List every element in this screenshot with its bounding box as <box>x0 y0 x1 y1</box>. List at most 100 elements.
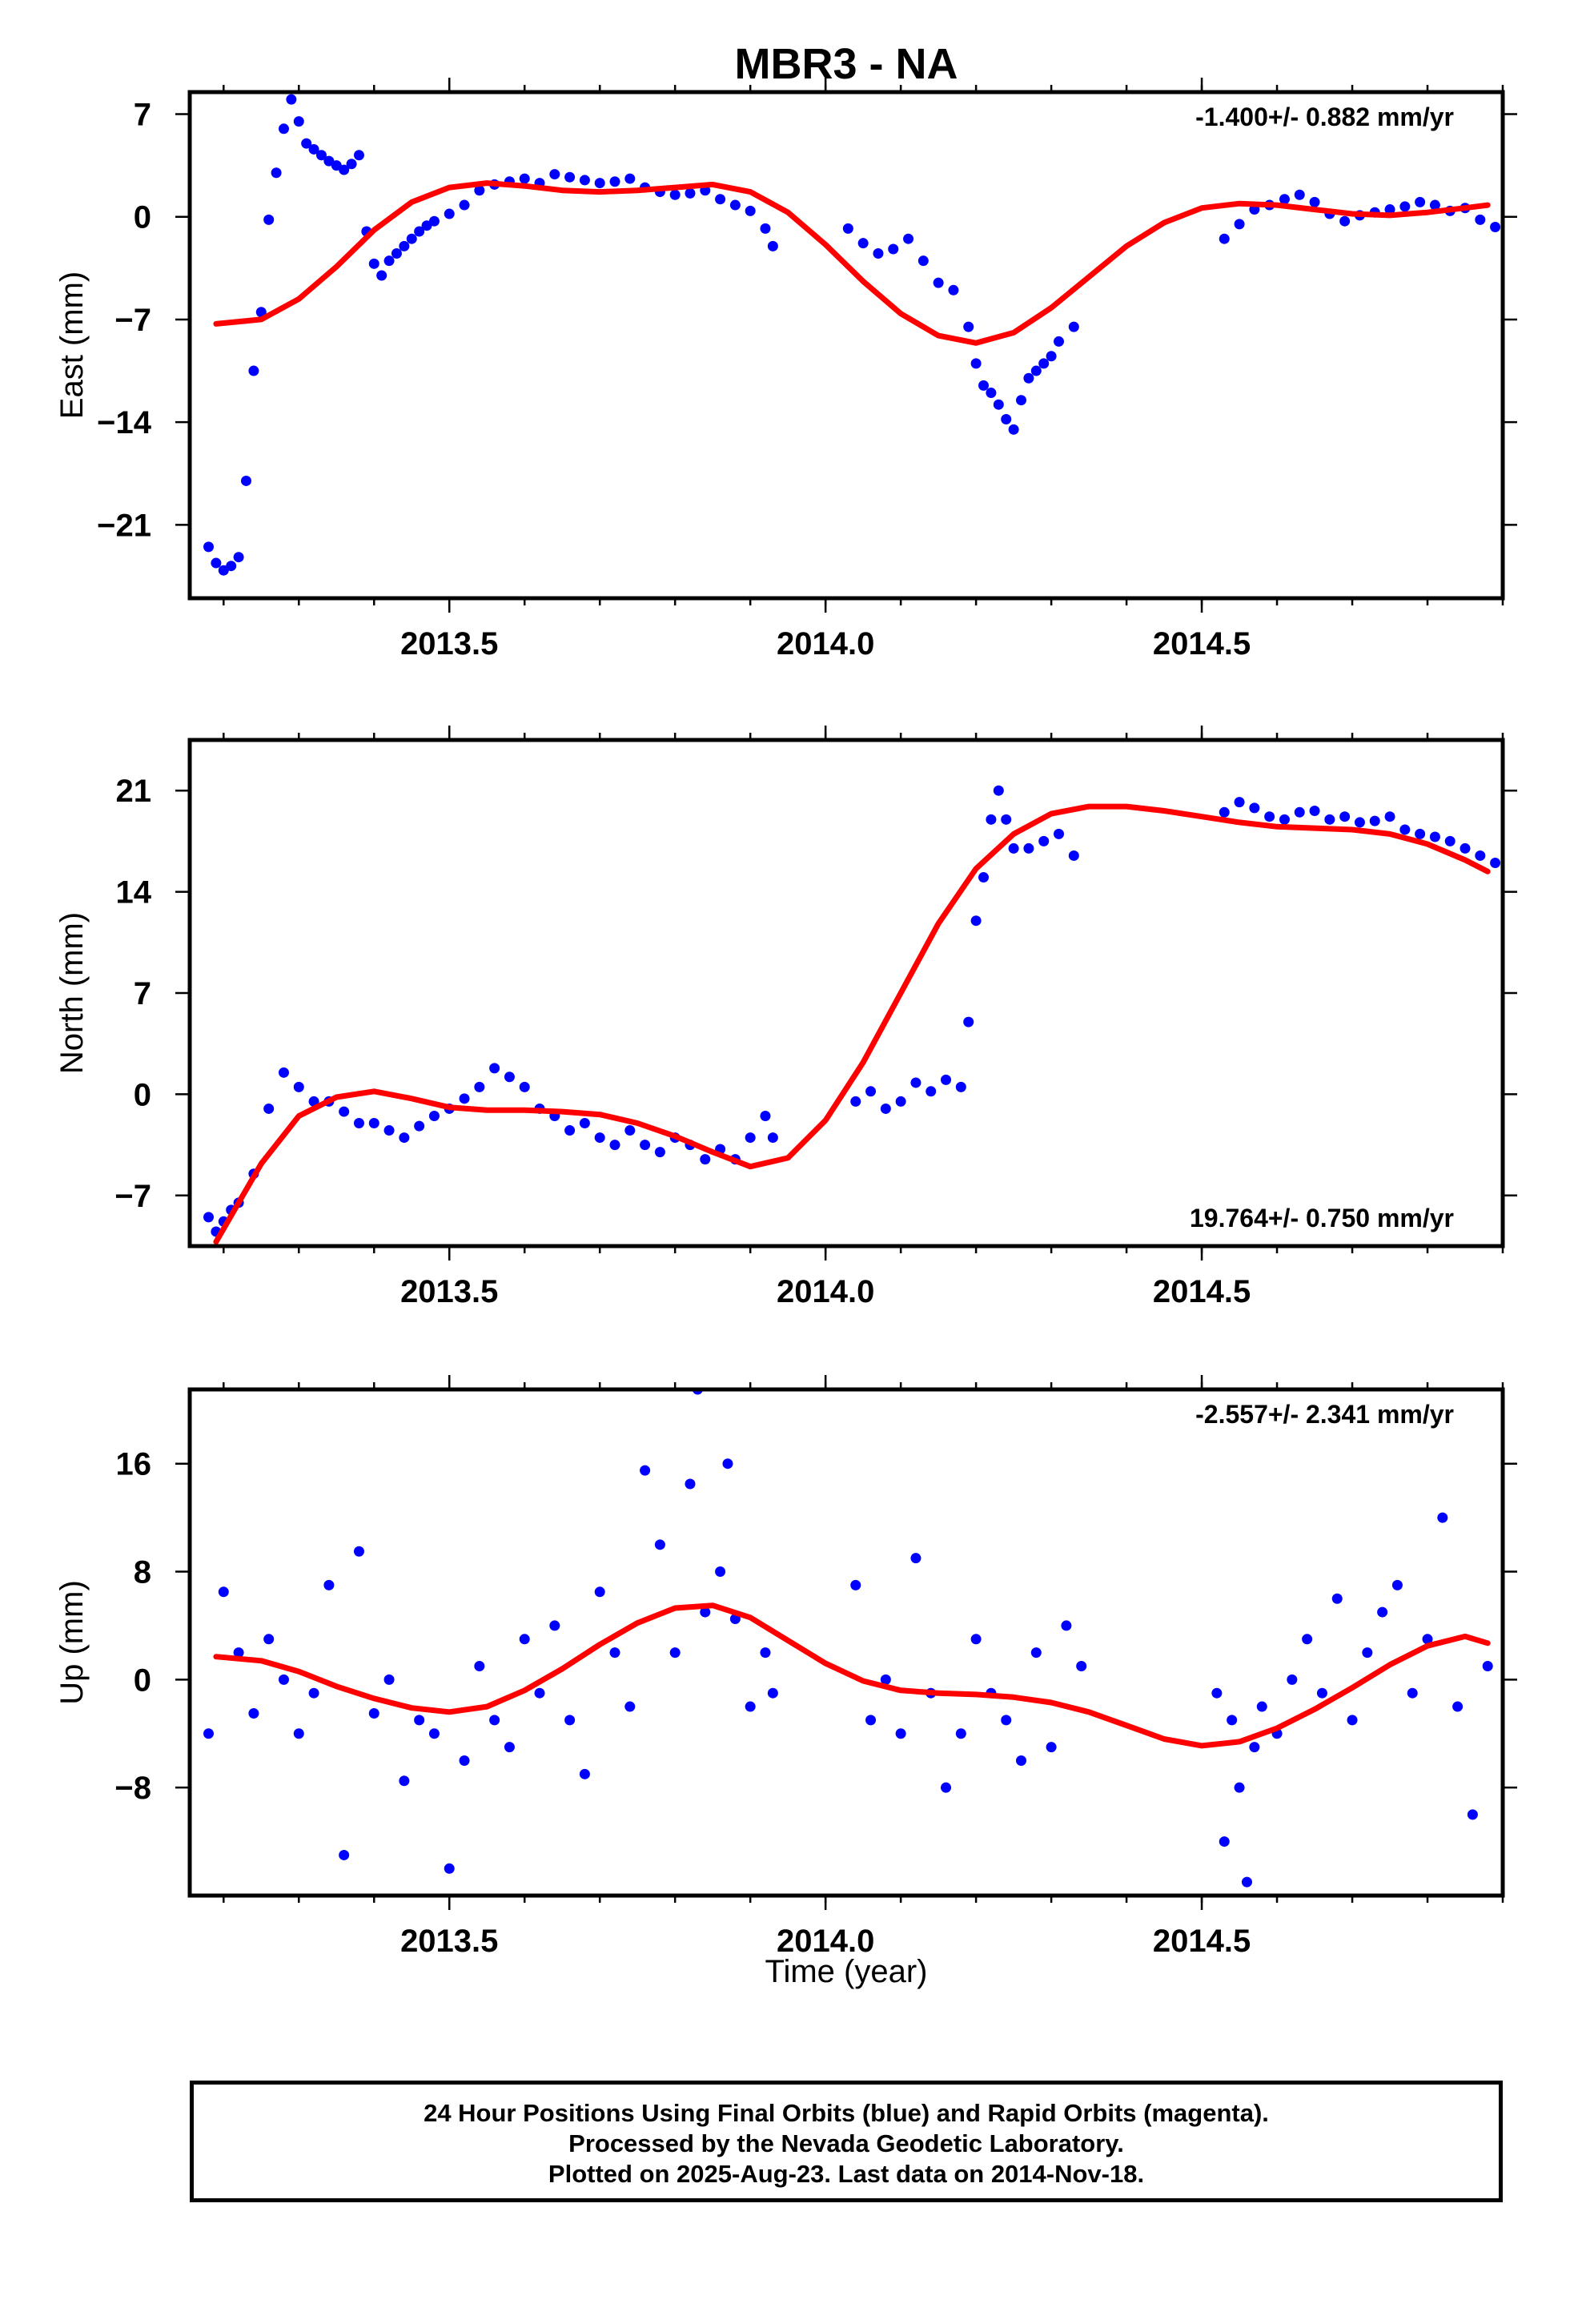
y-axis-label: East (mm) <box>54 271 90 419</box>
data-point <box>1256 1701 1267 1712</box>
data-point <box>406 233 417 244</box>
data-point <box>1038 358 1050 369</box>
panel-frame <box>187 90 1505 601</box>
data-point <box>353 1546 364 1557</box>
y-axis-label: North (mm) <box>54 912 90 1074</box>
data-point <box>745 205 756 216</box>
data-point <box>293 1728 304 1739</box>
data-point <box>1331 1593 1343 1604</box>
data-point <box>564 1715 576 1726</box>
data-point <box>1046 1742 1057 1753</box>
data-point <box>1001 414 1012 425</box>
data-point <box>1054 336 1065 347</box>
data-point <box>1068 321 1079 332</box>
data-point <box>1347 1715 1358 1726</box>
data-point <box>767 1132 778 1144</box>
data-point <box>865 1086 877 1097</box>
data-point <box>368 258 379 269</box>
data-point <box>376 270 387 281</box>
panel-frame <box>187 1387 1505 1898</box>
data-point <box>519 1081 530 1092</box>
data-point <box>700 1154 711 1165</box>
data-point <box>549 1620 560 1631</box>
data-point <box>1452 1701 1464 1712</box>
data-point <box>624 173 636 184</box>
data-point <box>865 1715 877 1726</box>
velocity-rate-label: -2.557+/- 2.341 mm/yr <box>1195 1400 1454 1429</box>
data-point <box>910 1077 921 1088</box>
data-point <box>609 1140 620 1151</box>
data-point <box>685 1478 696 1490</box>
data-point <box>368 1118 379 1129</box>
data-point <box>1422 1634 1433 1645</box>
data-point <box>1046 351 1057 362</box>
data-point <box>1061 1620 1072 1631</box>
data-point <box>767 240 778 251</box>
data-point <box>519 173 530 184</box>
data-point <box>910 1553 921 1564</box>
data-point <box>339 164 350 175</box>
data-point <box>579 175 590 186</box>
data-point <box>1362 1647 1373 1659</box>
data-point <box>1016 1755 1027 1766</box>
data-point <box>1475 214 1486 225</box>
data-point <box>248 1707 259 1719</box>
data-point <box>1234 219 1245 230</box>
data-point <box>240 475 251 486</box>
chart-title: MBR3 - NA <box>735 40 958 88</box>
data-point <box>278 123 289 135</box>
data-point <box>263 1634 275 1645</box>
data-point <box>594 1132 605 1144</box>
data-point <box>1460 842 1471 854</box>
data-point <box>1354 817 1365 828</box>
data-point <box>383 1125 395 1136</box>
x-tick-label: 2014.0 <box>777 1274 874 1309</box>
data-point <box>955 1728 966 1739</box>
data-point <box>760 1647 771 1659</box>
data-point <box>594 1586 605 1598</box>
data-point <box>534 1687 545 1699</box>
data-point <box>383 255 395 267</box>
data-point <box>323 155 335 167</box>
footer-caption-box: 24 Hour Positions Using Final Orbits (bl… <box>190 2081 1503 2202</box>
data-point <box>323 1579 335 1590</box>
data-point <box>1008 424 1019 435</box>
data-point <box>1429 199 1440 211</box>
data-point <box>203 541 214 553</box>
data-point <box>489 1063 500 1074</box>
x-tick-label: 2013.5 <box>400 626 498 661</box>
data-point <box>549 169 560 180</box>
data-point <box>993 399 1004 410</box>
data-point <box>850 1579 861 1590</box>
data-point <box>504 1742 515 1753</box>
data-point <box>767 1687 778 1699</box>
data-point <box>1227 1715 1238 1726</box>
data-point <box>857 238 869 249</box>
y-tick-label: 0 <box>134 1663 151 1698</box>
data-point <box>903 233 914 244</box>
data-point <box>760 1110 771 1121</box>
data-point <box>339 1849 350 1860</box>
data-point <box>1219 233 1230 244</box>
data-point <box>1023 372 1034 384</box>
data-point <box>1076 1660 1087 1671</box>
data-point <box>353 1118 364 1129</box>
data-point <box>1490 222 1501 233</box>
y-axis-label: Up (mm) <box>54 1580 90 1705</box>
data-point <box>399 240 410 251</box>
data-point <box>1384 204 1395 215</box>
data-point <box>1001 1715 1012 1726</box>
data-point <box>955 1081 966 1092</box>
data-point <box>301 138 312 149</box>
data-point <box>1475 850 1486 861</box>
y-tick-label: −7 <box>114 303 151 338</box>
data-point <box>1279 814 1290 825</box>
data-point <box>474 1660 485 1671</box>
data-point <box>564 1125 576 1136</box>
data-point <box>1264 811 1275 822</box>
data-point <box>1391 1579 1403 1590</box>
y-tick-label: 0 <box>134 1077 151 1112</box>
data-point <box>669 1647 681 1659</box>
data-point <box>218 565 229 576</box>
data-point <box>1309 196 1320 207</box>
